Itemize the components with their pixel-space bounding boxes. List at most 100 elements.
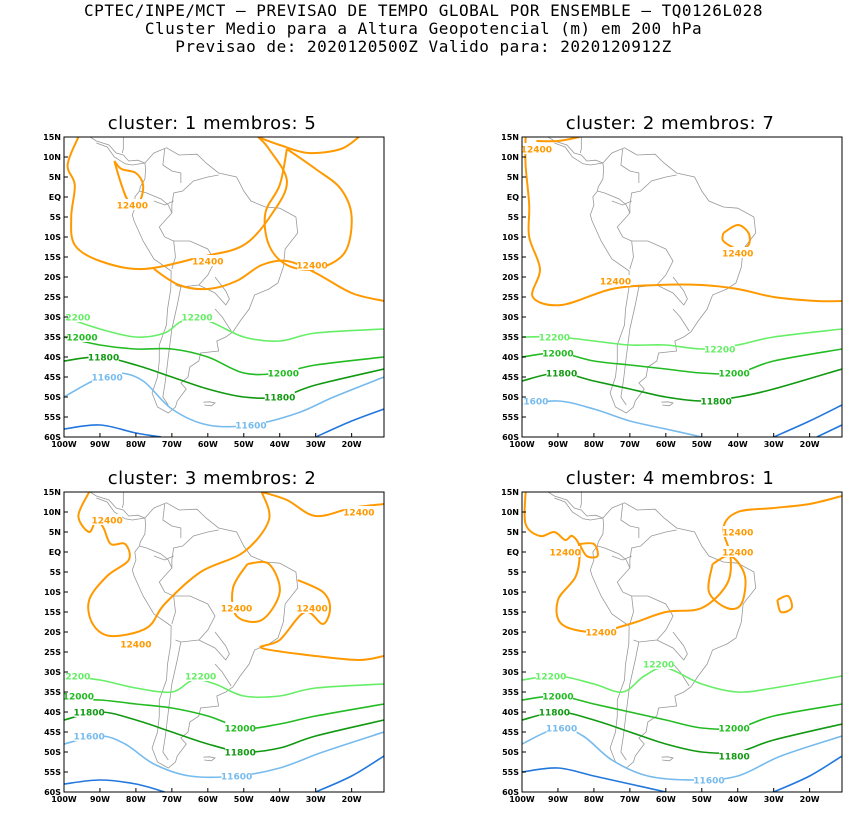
map-background — [64, 137, 384, 437]
contour-label: 12200 — [539, 334, 570, 344]
contour-label: 12000 — [268, 370, 299, 380]
contour-label-bg — [225, 746, 256, 757]
country-border — [616, 174, 677, 270]
lon-label: 60W — [198, 795, 218, 804]
lon-label: 60W — [656, 795, 676, 804]
lat-label: 45S — [44, 373, 61, 382]
map-frame — [63, 136, 385, 438]
lat-label: 5S — [50, 213, 62, 222]
contour-label-bg — [546, 722, 577, 733]
contour-band — [315, 408, 384, 437]
panel-cluster-3: cluster: 3 membros: 2 12400 12400 12400 124… — [22, 468, 402, 828]
lat-label: 25S — [502, 293, 519, 302]
coastline-caribbean — [579, 137, 582, 154]
lon-label: 20W — [342, 440, 362, 449]
contour-label-bg — [225, 722, 256, 733]
lat-label: 15N — [501, 488, 519, 497]
lat-label: 10S — [502, 588, 519, 597]
lon-label: 90W — [548, 795, 568, 804]
contour-label-bg — [120, 638, 151, 649]
country-border — [153, 200, 174, 206]
country-border — [620, 503, 640, 538]
map-background — [522, 492, 842, 792]
lat-label: 35S — [44, 688, 61, 697]
lat-label: 15S — [502, 253, 519, 262]
lat-label: 50S — [502, 393, 519, 402]
lat-label: 25S — [44, 648, 61, 657]
contour-label-bg — [522, 395, 548, 406]
lat-label: 50S — [44, 748, 61, 757]
country-border — [611, 555, 632, 561]
country-border — [198, 276, 230, 306]
lat-label: 30S — [44, 668, 61, 677]
contour-label-bg — [221, 770, 252, 781]
contour-label: 11600 — [235, 422, 266, 432]
contour-12400 — [231, 560, 281, 623]
lat-label: 20S — [502, 628, 519, 637]
lat-label: 10S — [44, 588, 61, 597]
lon-label: 50W — [692, 440, 712, 449]
contour-label-bg — [701, 395, 732, 406]
lat-label: 55S — [44, 413, 61, 422]
lat-label: 20S — [44, 273, 61, 282]
lat-label: 10S — [44, 233, 61, 242]
contour-label-bg — [117, 199, 148, 210]
lon-label: 40W — [270, 795, 290, 804]
lon-label: 100W — [509, 440, 535, 449]
lat-label: 5S — [50, 568, 62, 577]
map-frame — [63, 491, 385, 793]
lat-label: 10N — [501, 153, 519, 162]
map-frame — [521, 136, 843, 438]
lon-label: 90W — [90, 440, 110, 449]
coastline-central-america — [96, 142, 145, 166]
coastline-falklands — [203, 756, 216, 762]
contour-label-bg — [643, 658, 674, 669]
lat-label: 55S — [44, 768, 61, 777]
contour-label-bg — [66, 331, 97, 342]
lon-label: 50W — [234, 440, 254, 449]
lat-label: 5N — [507, 528, 519, 537]
contour-label-bg — [192, 255, 223, 266]
contour-label: 12400 — [722, 250, 753, 260]
lat-label: EQ — [49, 548, 61, 557]
country-border — [214, 308, 232, 332]
map-layer: 12400 12400 12400 12400 12200 12200 12000 12000… — [522, 492, 842, 792]
contour-label: 11600 — [693, 777, 724, 787]
lon-label: 100W — [51, 795, 77, 804]
lat-label: EQ — [507, 548, 519, 557]
contour-label: 12200 — [181, 314, 212, 324]
contour-label: 12400 — [549, 549, 580, 559]
lon-label: 70W — [620, 440, 640, 449]
contour-label-bg — [546, 367, 577, 378]
header-line-2: Cluster Medio para a Altura Geopotencial… — [144, 19, 703, 38]
contour-label: 11800 — [718, 753, 749, 763]
coastline-falklands — [203, 401, 216, 407]
country-border — [597, 190, 631, 214]
lat-label: 45S — [502, 728, 519, 737]
contour-label: 12200 — [643, 661, 674, 671]
lat-label: 40S — [44, 353, 61, 362]
contour-label: 12000 — [718, 725, 749, 735]
contour-label-bg — [182, 311, 213, 322]
country-border — [620, 286, 640, 406]
contour-label: 12400 — [722, 529, 753, 539]
contour-label: 12400 — [296, 262, 327, 272]
contour-label-bg — [704, 343, 735, 354]
lat-label: 60S — [502, 433, 519, 442]
lat-label: 55S — [502, 768, 519, 777]
contour-label: 12400 — [343, 509, 374, 519]
contour-label-bg — [693, 774, 724, 785]
lon-label: 90W — [548, 440, 568, 449]
contour-label: 12400 — [120, 641, 151, 651]
contour-band — [773, 404, 842, 437]
contour-band — [315, 755, 384, 792]
country-border — [139, 545, 173, 569]
lon-label: 80W — [126, 795, 146, 804]
contour-label-bg — [539, 706, 570, 717]
coastline-central-america — [547, 492, 604, 519]
lon-label: 60W — [198, 440, 218, 449]
map-layer: 12400 12400 12400 12200 12200 12000 12000 11800… — [64, 137, 384, 437]
map-background — [522, 137, 842, 437]
lat-label: 10N — [43, 508, 61, 517]
contour-label-bg — [719, 367, 750, 378]
